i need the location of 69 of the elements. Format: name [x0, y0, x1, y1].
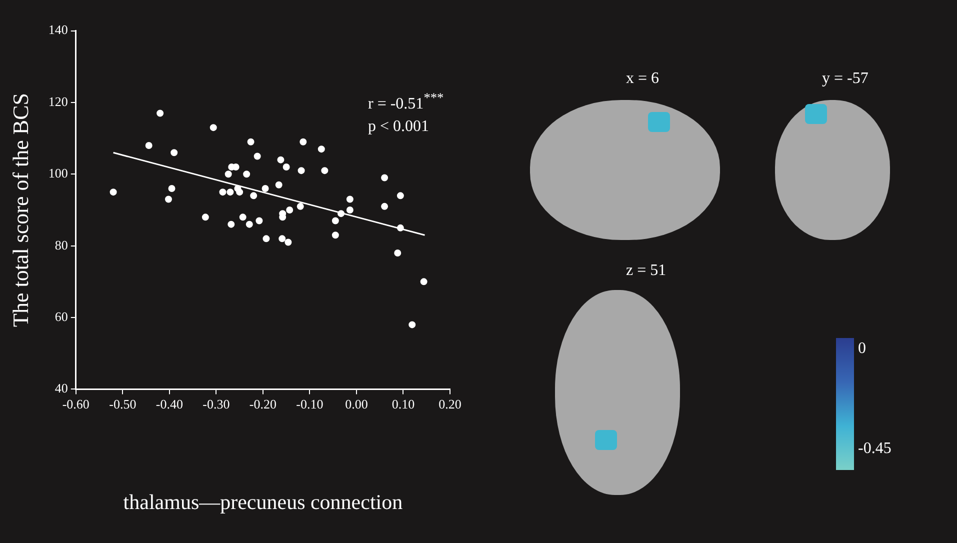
point	[219, 188, 226, 196]
y-tick-label: 40	[54, 380, 68, 396]
point	[243, 170, 250, 178]
x-tick-label: 0.20	[438, 396, 462, 412]
point	[332, 217, 339, 224]
text: -0.45	[858, 440, 892, 458]
x-tick-label: -0.10	[296, 396, 324, 412]
x-axis-title: thalamus—precuneus connection	[123, 490, 404, 514]
point	[145, 142, 152, 149]
point	[262, 184, 269, 192]
point	[332, 232, 339, 239]
text: y = -57	[822, 70, 868, 88]
point	[170, 149, 178, 156]
text: z = 51	[626, 262, 666, 280]
point	[236, 188, 244, 196]
point	[408, 321, 416, 328]
point	[210, 124, 217, 132]
point	[321, 167, 328, 174]
x-tick-label: -0.40	[156, 396, 183, 412]
point	[396, 224, 404, 232]
point	[254, 152, 261, 160]
point	[296, 202, 304, 210]
point	[275, 181, 282, 188]
y-tick-label: 100	[48, 166, 68, 181]
point	[338, 210, 345, 218]
point	[381, 174, 388, 182]
point	[228, 220, 235, 228]
point	[298, 167, 305, 174]
point	[202, 214, 209, 221]
x-tick-label: 0.00	[345, 396, 368, 412]
point	[286, 206, 294, 214]
annotation: p < 0.001	[368, 118, 430, 136]
y-tick-label: 120	[48, 94, 68, 109]
point	[156, 110, 164, 117]
y-tick-label: 60	[54, 308, 68, 324]
point	[250, 192, 258, 200]
point	[346, 196, 354, 203]
point	[256, 217, 263, 224]
point	[318, 146, 325, 153]
y-tick-label: 80	[54, 237, 68, 252]
x-tick-label: -0.50	[109, 396, 136, 412]
point	[226, 188, 234, 196]
point	[381, 202, 388, 210]
point	[164, 196, 172, 203]
x-tick-label: -0.30	[202, 396, 230, 412]
point	[247, 138, 254, 146]
point	[420, 278, 428, 286]
point	[277, 156, 284, 164]
x-tick-label: -0.60	[62, 396, 90, 412]
y-axis-title: The total score of the BCS	[8, 92, 33, 328]
annotation: r = -0.51$^{***}$	[368, 90, 444, 114]
y-tick-label: 140	[48, 22, 68, 38]
point	[224, 170, 232, 178]
point	[262, 235, 270, 242]
point	[300, 138, 307, 146]
point	[282, 163, 290, 170]
x-tick-label: -0.20	[249, 396, 276, 412]
point	[346, 206, 354, 214]
point	[278, 235, 286, 242]
text: x = 6	[626, 70, 660, 88]
point	[394, 250, 402, 257]
text: 0	[858, 340, 866, 358]
point	[396, 192, 404, 200]
point	[246, 220, 253, 228]
x-tick-label: 0.10	[392, 396, 415, 412]
point	[168, 184, 176, 192]
point	[284, 238, 292, 246]
point	[239, 214, 246, 221]
point	[110, 188, 117, 196]
